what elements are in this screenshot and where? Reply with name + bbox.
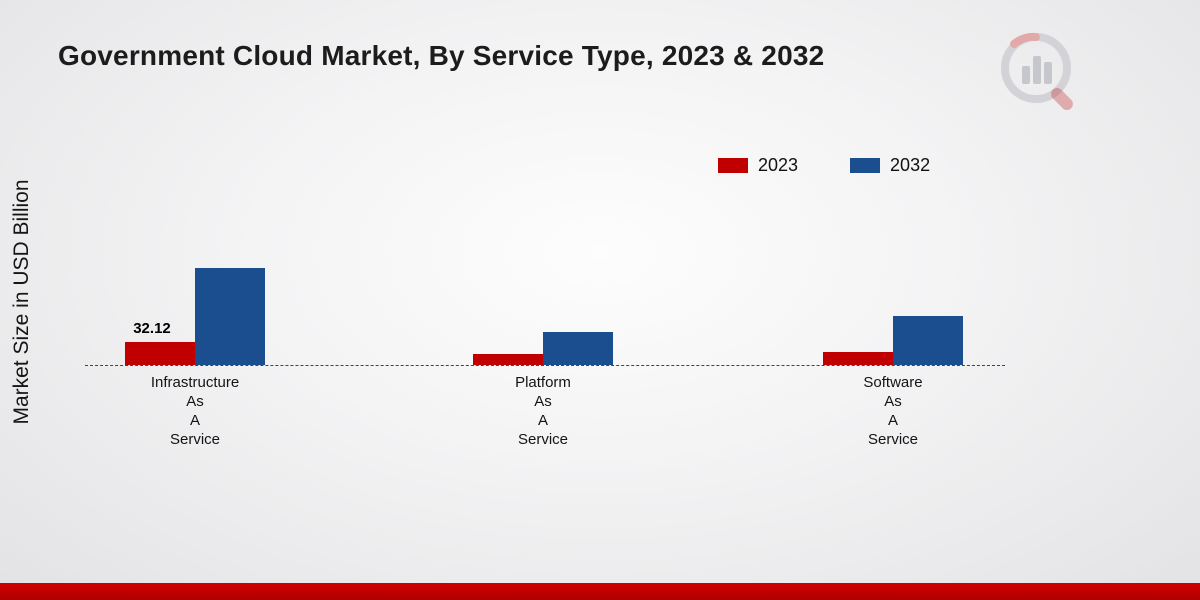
bar-2023-platform-as-a-service — [473, 354, 543, 365]
legend-item-2032: 2032 — [850, 155, 930, 176]
axis-baseline — [85, 365, 1005, 366]
legend: 2023 2032 — [718, 155, 930, 176]
legend-swatch-2032 — [850, 158, 881, 173]
bar-2032-infrastructure-as-a-service — [195, 268, 265, 365]
category-label-software-as-a-service: Software As A Service — [863, 374, 923, 448]
legend-swatch-2023 — [718, 158, 748, 173]
footer-bar — [0, 583, 1200, 600]
market-research-future-logo — [1001, 32, 1073, 110]
legend-label-2032: 2032 — [890, 155, 931, 175]
bar-2032-platform-as-a-service — [543, 332, 613, 365]
bar-2032-software-as-a-service — [893, 316, 963, 365]
value-label-2023: 32.12 — [133, 320, 171, 337]
category-label-platform-as-a-service: Platform As A Service — [515, 374, 571, 448]
chart-title: Government Cloud Market, By Service Type… — [58, 40, 825, 71]
bar-2023-software-as-a-service — [823, 352, 893, 365]
bar-2023-infrastructure-as-a-service — [125, 342, 195, 365]
category-label-infrastructure-as-a-service: Infrastructure As A Service — [150, 374, 240, 448]
legend-label-2023: 2023 — [758, 155, 799, 175]
legend-item-2023: 2023 — [718, 155, 798, 176]
